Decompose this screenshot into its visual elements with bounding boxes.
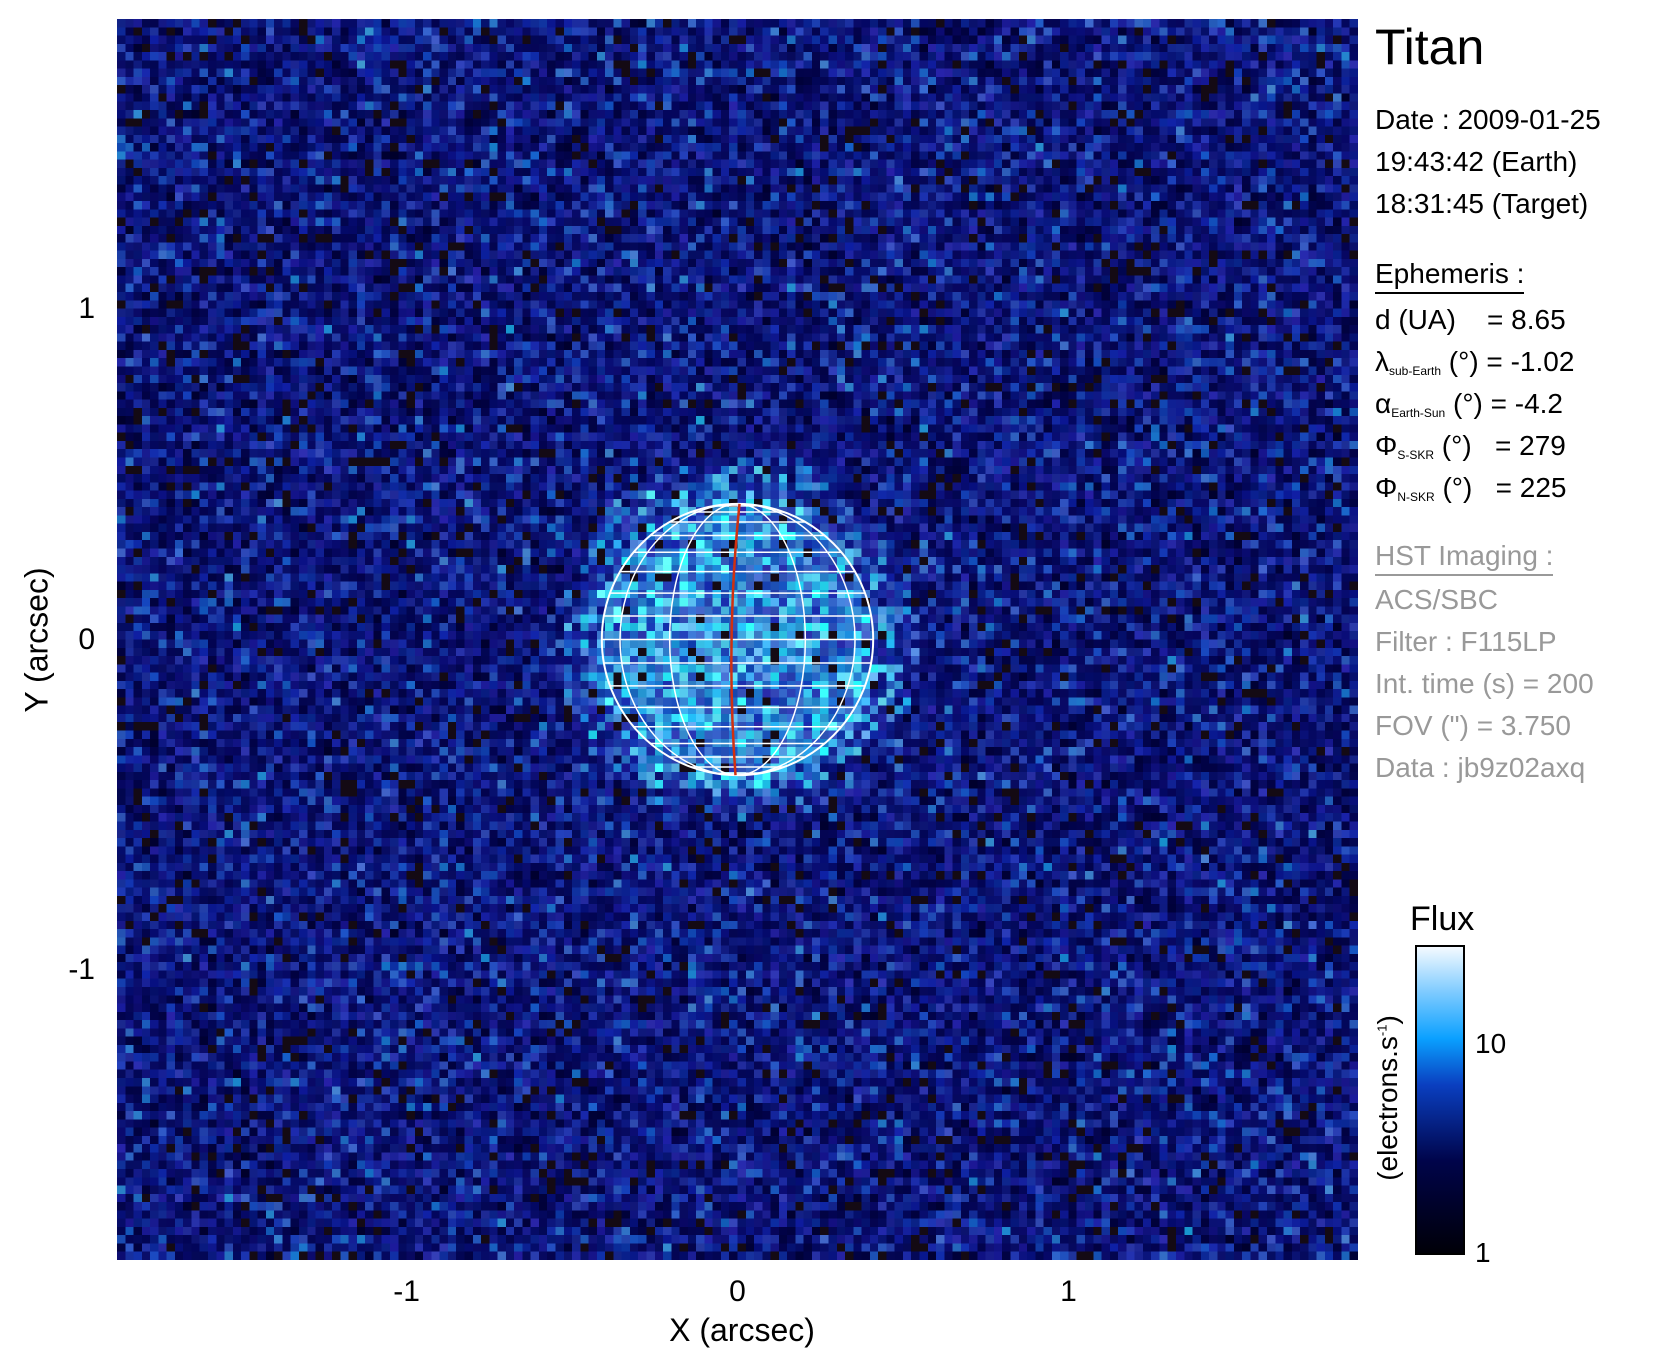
- ephem-symbol: Φ: [1375, 430, 1398, 461]
- time-target: 18:31:45 (Target): [1375, 188, 1589, 219]
- ephemeris-header: Ephemeris :: [1375, 258, 1525, 294]
- date: Date : 2009-01-25: [1375, 104, 1601, 135]
- colorbar: [1415, 945, 1465, 1255]
- ephem-subscript: sub-Earth: [1389, 364, 1442, 378]
- ephem-value: (°) = -4.2: [1445, 388, 1564, 419]
- ephem-phi-s: ΦS-SKR (°) = 279: [1375, 430, 1566, 462]
- ephem-value: (°) = 279: [1434, 430, 1566, 461]
- hst-header: HST Imaging :: [1375, 540, 1554, 576]
- colorbar-tick-label: 10: [1475, 1028, 1507, 1060]
- colorbar-unit: (electrons.s: [1372, 1036, 1403, 1181]
- ephem-value: (°) = 225: [1434, 472, 1567, 503]
- ephem-value: = 8.65: [1455, 304, 1566, 335]
- ephem-value: (°) = -1.02: [1441, 346, 1575, 377]
- ephem-symbol: α: [1375, 388, 1392, 419]
- ephem-alpha: αEarth-Sun (°) = -4.2: [1375, 388, 1563, 420]
- colorbar-unit-end: ): [1372, 1015, 1403, 1025]
- colorbar-tick-label: 1: [1475, 1237, 1491, 1268]
- ephem-lambda: λsub-Earth (°) = -1.02: [1375, 346, 1574, 378]
- globe-grid: [600, 502, 875, 777]
- colorbar-label: (electrons.s-1): [1372, 1015, 1404, 1181]
- image-plot: [117, 19, 1358, 1260]
- fov: FOV (") = 3.750: [1375, 710, 1571, 741]
- central-meridian: [730, 503, 741, 776]
- data-id: Data : jb9z02axq: [1375, 752, 1586, 783]
- instrument: ACS/SBC: [1375, 584, 1498, 615]
- filter: Filter : F115LP: [1375, 626, 1557, 657]
- ephem-symbol: λ: [1375, 346, 1389, 377]
- time-earth: 19:43:42 (Earth): [1375, 146, 1578, 177]
- x-tick-label: 1: [1060, 1275, 1077, 1308]
- x-tick-label: 0: [729, 1275, 746, 1308]
- y-tick-label: -1: [68, 953, 95, 987]
- ephem-symbol: d (UA): [1375, 304, 1456, 335]
- x-axis-label: X (arcsec): [669, 1312, 815, 1348]
- globe-meridian: [619, 503, 856, 776]
- colorbar-title: Flux: [1410, 900, 1475, 938]
- ephem-subscript: Earth-Sun: [1391, 406, 1446, 420]
- ephem-phi-n: ΦN-SKR (°) = 225: [1375, 472, 1567, 504]
- y-axis-label: Y (arcsec): [18, 567, 55, 713]
- target-title: Titan: [1375, 19, 1485, 75]
- ephem-subscript: S-SKR: [1397, 448, 1435, 462]
- ephem-d: d (UA) = 8.65: [1375, 304, 1566, 336]
- y-tick-label: 1: [78, 291, 95, 325]
- ephem-subscript: N-SKR: [1397, 490, 1435, 504]
- x-tick-label: -1: [393, 1275, 420, 1308]
- ephem-symbol: Φ: [1375, 472, 1398, 503]
- y-tick-label: 0: [78, 622, 95, 656]
- colorbar-unit-exponent: -1: [1374, 1024, 1390, 1037]
- int-time: Int. time (s) = 200: [1375, 668, 1594, 699]
